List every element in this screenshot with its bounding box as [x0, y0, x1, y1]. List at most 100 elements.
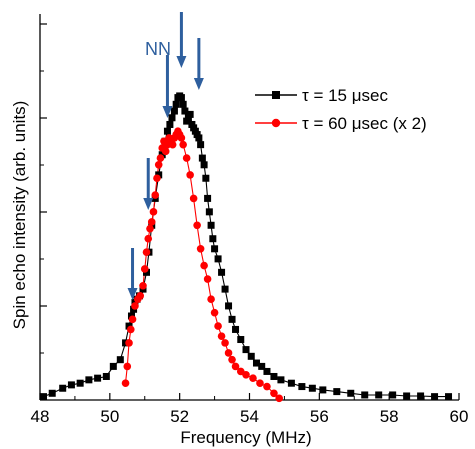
- data-point-square: [417, 392, 425, 400]
- data-point-square: [252, 359, 260, 367]
- data-point-circle: [142, 248, 151, 256]
- data-point-square: [39, 393, 47, 401]
- data-point-circle: [146, 224, 154, 233]
- data-point-circle: [256, 379, 264, 388]
- data-point-circle: [131, 302, 139, 310]
- data-point-square: [319, 386, 327, 394]
- data-point-circle: [140, 265, 149, 273]
- data-point-circle: [214, 322, 222, 330]
- data-point-square: [237, 336, 245, 344]
- data-point-square: [205, 208, 213, 216]
- data-point-circle: [144, 234, 153, 243]
- data-point-circle: [125, 339, 133, 347]
- data-point-circle: [128, 315, 137, 324]
- data-point-circle: [263, 382, 271, 391]
- data-point-square: [76, 379, 84, 387]
- data-point-square: [270, 372, 278, 380]
- y-axis: [40, 23, 47, 354]
- arrow-head: [162, 106, 173, 118]
- data-point-square: [163, 127, 171, 135]
- data-point-square: [197, 141, 205, 149]
- x-tick-label: 58: [380, 407, 399, 426]
- data-point-square: [168, 114, 176, 122]
- data-point-square: [403, 392, 411, 400]
- data-point-circle: [228, 355, 236, 364]
- legend-marker-square: [272, 91, 280, 99]
- data-point-circle: [200, 261, 208, 270]
- data-point-circle: [231, 362, 240, 371]
- arrow-annotations: [127, 12, 204, 300]
- data-point-square: [195, 134, 203, 142]
- data-point-square: [277, 376, 285, 384]
- data-point-circle: [121, 379, 130, 388]
- data-point-circle: [177, 134, 186, 142]
- data-point-square: [181, 107, 189, 115]
- data-point-square: [361, 391, 369, 399]
- data-point-square: [228, 315, 236, 323]
- data-point-square: [179, 100, 187, 108]
- data-point-square: [347, 389, 355, 397]
- data-point-circle: [186, 171, 194, 179]
- data-point-square: [172, 100, 180, 108]
- x-axis: 48 50 52 54 56 58 60: [31, 393, 469, 426]
- x-tick-label: 60: [450, 407, 469, 426]
- data-point-square: [287, 379, 295, 387]
- data-point-circle: [126, 325, 135, 334]
- data-point-square: [207, 221, 215, 229]
- data-point-square: [67, 381, 75, 389]
- data-point-circle: [193, 221, 201, 230]
- data-point-square: [198, 154, 206, 162]
- data-point-square: [200, 161, 208, 169]
- data-point-square: [445, 393, 453, 401]
- data-point-circle: [221, 339, 229, 347]
- data-point-square: [232, 325, 240, 333]
- data-point-square: [177, 94, 185, 102]
- data-point-square: [102, 372, 110, 380]
- data-point-square: [209, 235, 217, 243]
- data-point-square: [109, 362, 117, 370]
- data-point-square: [166, 120, 174, 128]
- data-point-square: [214, 255, 222, 263]
- x-tick-label: 48: [31, 407, 50, 426]
- y-axis-label: Spin echo intensity (arb. units): [10, 101, 29, 330]
- data-point-circle: [207, 295, 215, 304]
- data-point-square: [218, 268, 226, 276]
- data-point-circle: [275, 394, 283, 403]
- data-point-square: [211, 245, 219, 253]
- arrow-head: [143, 198, 154, 210]
- data-point-square: [308, 384, 316, 392]
- data-point-square: [225, 302, 233, 310]
- data-point-square: [389, 391, 397, 399]
- series-markers: [39, 92, 453, 403]
- nn-annotation: NN: [145, 39, 171, 59]
- x-tick-label: 54: [240, 407, 259, 426]
- data-point-circle: [149, 208, 158, 216]
- data-point-circle: [161, 147, 170, 156]
- data-point-square: [247, 352, 255, 360]
- data-point-circle: [154, 161, 163, 169]
- data-point-square: [375, 391, 383, 399]
- data-point-circle: [242, 371, 250, 379]
- data-point-square: [204, 194, 212, 202]
- data-point-circle: [217, 332, 226, 340]
- x-tick-label: 56: [310, 407, 329, 426]
- data-point-circle: [139, 281, 147, 290]
- x-tick-label: 52: [170, 407, 189, 426]
- legend: τ = 15 μsec τ = 60 μsec (x 2): [255, 86, 427, 133]
- data-point-circle: [168, 140, 177, 149]
- data-point-square: [431, 393, 439, 401]
- legend-label: τ = 60 μsec (x 2): [302, 114, 427, 133]
- data-point-circle: [153, 174, 161, 183]
- data-point-square: [298, 383, 306, 391]
- data-point-circle: [196, 245, 205, 253]
- legend-label: τ = 15 μsec: [302, 86, 388, 105]
- data-point-circle: [156, 154, 165, 162]
- data-point-circle: [179, 140, 187, 149]
- x-tick-label: 50: [100, 407, 119, 426]
- data-point-square: [85, 376, 93, 384]
- data-point-square: [333, 388, 341, 396]
- data-point-square: [202, 174, 210, 182]
- data-point-circle: [136, 292, 145, 300]
- legend-marker-circle: [271, 118, 281, 128]
